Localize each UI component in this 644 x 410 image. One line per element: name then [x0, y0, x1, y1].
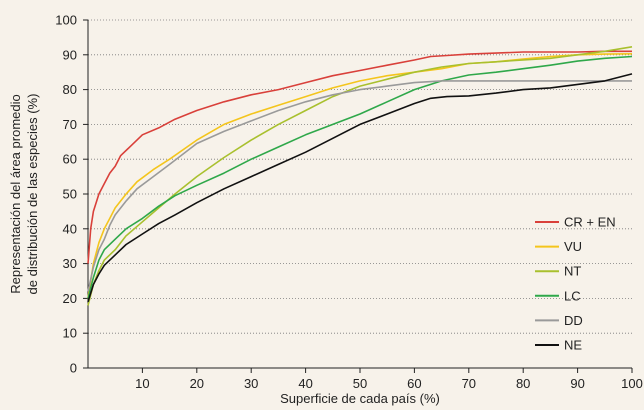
- y-tick-label-20: 20: [63, 291, 77, 306]
- series-line-1: [87, 53, 633, 299]
- x-tick-label-40: 40: [298, 376, 312, 391]
- y-tick-label-10: 10: [63, 326, 77, 341]
- y-tick-label-70: 70: [63, 117, 77, 132]
- legend-label-1: VU: [564, 239, 582, 254]
- y-axis-title: Representación del área promedio de distr…: [8, 94, 40, 295]
- y-axis-title-line-1: de distribución de las especies (%): [25, 94, 40, 295]
- x-tick-label-30: 30: [244, 376, 258, 391]
- tick-labels: 0 10 20 30 40 50 60 70 80 90 100 10 20 30 40 50 60 70 80 90…: [55, 13, 643, 392]
- x-tick-label-60: 60: [407, 376, 421, 391]
- series-line-4: [87, 80, 632, 292]
- y-tick-label-100: 100: [55, 13, 77, 28]
- legend-label-3: LC: [564, 288, 581, 303]
- legend-label-0: CR + EN: [564, 215, 616, 230]
- x-tick-label-80: 80: [516, 376, 530, 391]
- x-tick-label-10: 10: [135, 376, 149, 391]
- series-lines: [87, 46, 633, 306]
- y-tick-label-0: 0: [70, 361, 77, 376]
- legend: CR + EN VU NT LC DD NE: [535, 215, 616, 353]
- y-tick-label-40: 40: [63, 221, 77, 236]
- x-tick-label-20: 20: [190, 376, 204, 391]
- legend-label-2: NT: [564, 264, 581, 279]
- x-tick-label-50: 50: [353, 376, 367, 391]
- x-tick-label-70: 70: [462, 376, 476, 391]
- y-axis-title-line-0: Representación del área promedio: [8, 94, 23, 293]
- grid: [88, 19, 632, 334]
- y-tick-label-50: 50: [63, 187, 77, 202]
- x-tick-label-100: 100: [621, 376, 643, 391]
- legend-label-5: NE: [564, 338, 582, 353]
- y-tick-label-60: 60: [63, 152, 77, 167]
- x-tick-label-90: 90: [570, 376, 584, 391]
- y-tick-label-90: 90: [63, 47, 77, 62]
- y-tick-label-30: 30: [63, 256, 77, 271]
- series-line-5: [87, 73, 633, 303]
- x-axis-title: Superficie de cada país (%): [280, 391, 440, 406]
- series-line-0: [87, 50, 632, 264]
- series-line-2: [87, 46, 633, 306]
- series-line-3: [87, 55, 633, 299]
- y-tick-label-80: 80: [63, 82, 77, 97]
- legend-label-4: DD: [564, 313, 583, 328]
